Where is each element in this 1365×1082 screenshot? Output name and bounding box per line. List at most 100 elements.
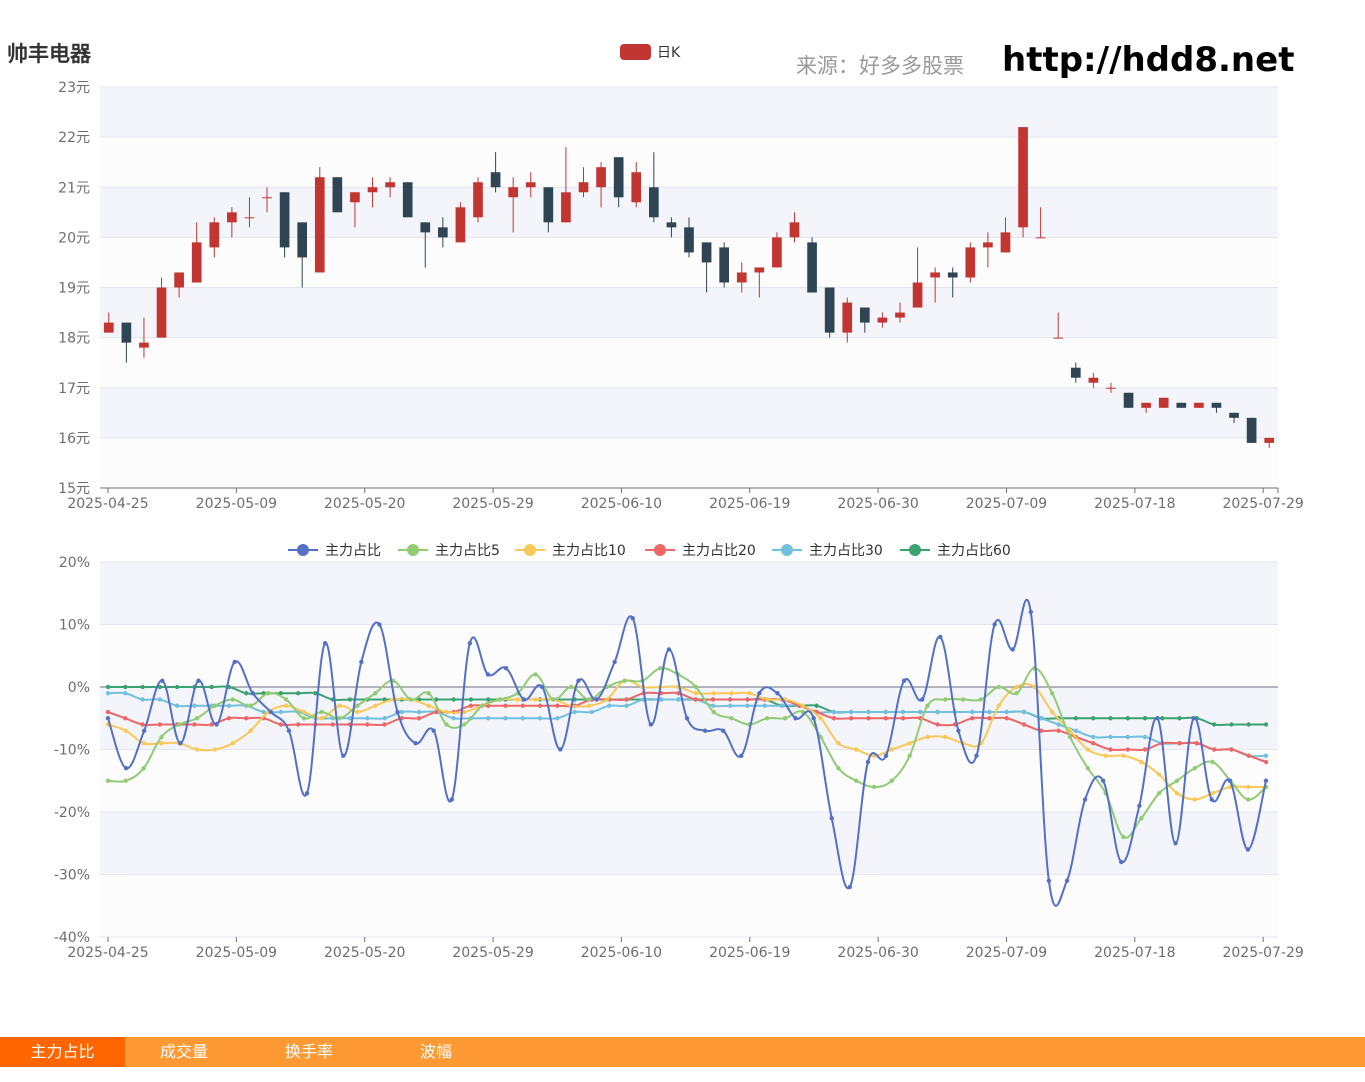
- series-point: [434, 697, 439, 702]
- series-point: [1004, 709, 1009, 715]
- series-point: [408, 697, 414, 702]
- candle-body: [1264, 437, 1275, 443]
- series-point: [901, 678, 907, 683]
- series-point: [434, 709, 439, 715]
- series-point: [416, 709, 422, 715]
- series-point: [140, 722, 145, 727]
- series-point: [1108, 716, 1113, 721]
- series-point: [848, 709, 854, 715]
- series-point: [319, 716, 324, 721]
- tab-volume[interactable]: 成交量: [160, 1042, 209, 1061]
- candle-body: [895, 312, 905, 318]
- series-point: [1229, 747, 1234, 752]
- series-point: [467, 641, 473, 646]
- k-y-tick-label: 21元: [58, 180, 90, 196]
- series-point: [451, 716, 456, 721]
- series-point: [684, 716, 690, 721]
- series-point: [831, 716, 837, 721]
- series-point: [624, 697, 629, 702]
- series-point: [1067, 728, 1073, 733]
- series-point: [762, 703, 767, 708]
- candle-body: [279, 192, 290, 248]
- series-point: [1046, 878, 1052, 883]
- candle-body: [965, 247, 976, 278]
- candle-body: [1229, 412, 1239, 418]
- series-point: [943, 734, 948, 740]
- series-point: [974, 753, 979, 758]
- l-x-tick-label: 2025-06-30: [837, 945, 918, 961]
- series-point: [866, 709, 871, 715]
- l-grid-band: [100, 874, 1278, 937]
- series-point: [1067, 734, 1073, 740]
- series-point: [533, 697, 538, 702]
- series-point: [658, 666, 663, 671]
- legend-marker: [524, 544, 536, 556]
- series-point: [105, 709, 111, 715]
- series-point: [702, 728, 708, 733]
- legend-marker: [407, 544, 419, 556]
- series-point: [426, 691, 431, 696]
- series-point: [711, 709, 716, 715]
- candle-body: [912, 282, 923, 308]
- candle: [649, 152, 659, 223]
- candle: [1176, 402, 1187, 408]
- legend-marker: [781, 544, 793, 556]
- candle-body: [754, 267, 765, 273]
- series-point: [283, 697, 289, 702]
- k-x-tick-label: 2025-05-29: [452, 496, 533, 512]
- candle: [1264, 437, 1275, 448]
- l-legend-item: 主力占比: [288, 543, 381, 559]
- series-point: [1056, 722, 1061, 727]
- series-point: [925, 703, 930, 708]
- series-point: [745, 703, 750, 708]
- series-point: [576, 678, 581, 683]
- series-point: [194, 747, 200, 752]
- series-point: [1090, 734, 1096, 740]
- series-point: [209, 722, 214, 727]
- series-point: [248, 703, 253, 708]
- series-point: [449, 797, 454, 802]
- series-point: [123, 766, 129, 771]
- series-point: [431, 728, 436, 733]
- series-point: [854, 747, 859, 752]
- series-point: [594, 697, 599, 702]
- series-point: [212, 747, 218, 752]
- series-point: [1210, 759, 1215, 765]
- series-point: [304, 791, 310, 796]
- series-point: [551, 697, 556, 702]
- candle: [455, 202, 466, 243]
- series-point: [373, 691, 378, 696]
- series-point: [918, 709, 923, 715]
- main-force-ratio-chart: -40% -30% -20% -10% 0% 10% 20% 2025-04-25 2025-0…: [54, 543, 1304, 961]
- l-x-tick-label: 2025-07-29: [1222, 945, 1303, 961]
- series-point: [907, 753, 912, 758]
- series-point: [399, 709, 405, 715]
- series-point: [938, 634, 943, 640]
- series-point: [355, 703, 360, 708]
- tab-main-force-ratio[interactable]: 主力占比: [0, 1037, 125, 1067]
- tab-turnover-rate[interactable]: 换手率: [285, 1042, 334, 1061]
- candle-body: [930, 272, 940, 278]
- site-url[interactable]: http://hdd8.net: [1002, 40, 1295, 80]
- series-point: [935, 709, 940, 715]
- l-legend-item: 主力占比5: [398, 543, 500, 559]
- series-point: [624, 703, 629, 708]
- candle: [297, 222, 308, 288]
- series-point: [996, 703, 1001, 708]
- series-point: [105, 684, 111, 690]
- series-point: [192, 722, 197, 727]
- series-point: [250, 691, 255, 696]
- series-point: [141, 766, 146, 771]
- candle: [1070, 362, 1081, 383]
- series-point: [123, 728, 129, 733]
- candle-body: [772, 237, 782, 268]
- k-legend: 日K: [620, 44, 681, 61]
- candle-body: [438, 227, 448, 238]
- legend-label-daily-k: 日K: [657, 45, 681, 61]
- tab-amplitude[interactable]: 波幅: [420, 1042, 453, 1061]
- series-point: [123, 778, 129, 783]
- candle: [912, 247, 923, 308]
- k-grid-band: [100, 287, 1278, 338]
- series-point: [337, 716, 342, 721]
- candle: [350, 192, 360, 228]
